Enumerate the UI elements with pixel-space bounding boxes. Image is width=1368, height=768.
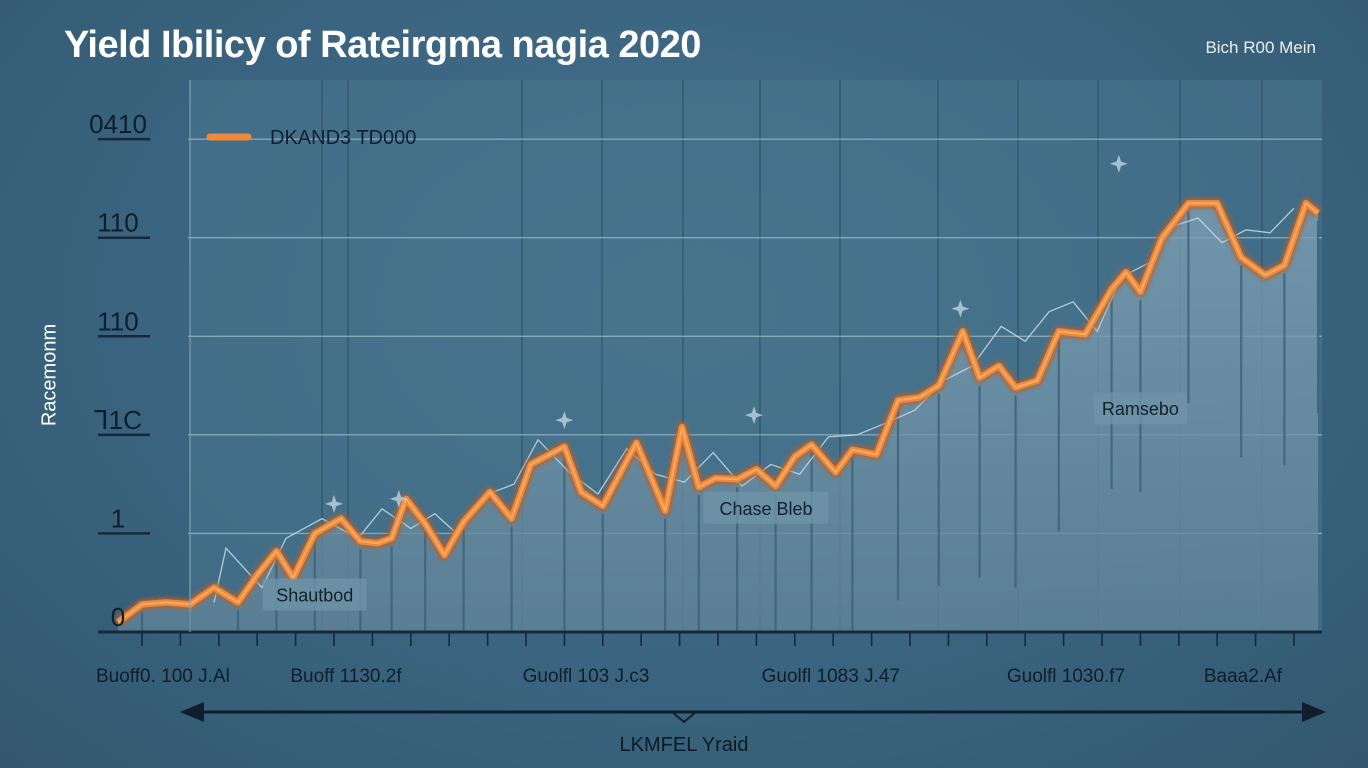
- sparkle-marker: [325, 494, 343, 513]
- chart-title: Yield Ibilicy of Rateirgma nagia 2020: [64, 24, 701, 66]
- series-line-highlight: [117, 202, 1319, 623]
- y-tick-label: 0: [111, 602, 125, 632]
- x-tick-label: Buoff 1130.2f: [290, 666, 402, 687]
- y-tick-label: 110: [97, 208, 138, 238]
- sparkle-marker: [951, 299, 970, 318]
- annotation-label: Chase Bleb: [719, 499, 812, 519]
- annotation: Ramsebo: [1093, 392, 1188, 425]
- annotation-box: [262, 578, 367, 611]
- y-tick-label: 110: [97, 306, 138, 336]
- x-tick-label: Baaa2.Af: [1204, 666, 1283, 687]
- y-tick-label: 0410: [89, 109, 147, 139]
- annotation-label: Shautbod: [276, 586, 353, 606]
- corner-label: Bich R00 Mein: [1205, 38, 1316, 57]
- sparkle-marker: [1109, 154, 1128, 173]
- y-axis-label: Racemonm: [38, 323, 61, 427]
- y-tick-label: 1: [111, 503, 125, 533]
- sparkle-marker: [555, 411, 574, 430]
- x-axis-label: LKMFEL Yraid: [619, 734, 749, 756]
- sparkle-marker: [745, 406, 763, 425]
- center-notch-icon: [671, 711, 697, 724]
- y-tick-label: Ꞁ1C: [94, 405, 142, 435]
- arrow-left-icon: [180, 702, 204, 722]
- annotation: Chase Bleb: [703, 491, 829, 524]
- sparkle-marker: [389, 489, 408, 508]
- x-tick-label: Guolfl 1083 J.47: [762, 666, 900, 687]
- x-tick-label: Guolfl 103 J.c3: [523, 666, 650, 687]
- y-axis-label-wrap: Racemonm: [20, 300, 80, 450]
- annotation-box: [1093, 392, 1188, 425]
- annotation-label: Ramsebo: [1102, 399, 1179, 419]
- legend-label: DKAND3 TD000: [270, 127, 416, 149]
- x-tick-label: Guolfl 1030.f7: [1007, 666, 1125, 687]
- annotation: Shautbod: [262, 578, 367, 611]
- annotation-box: [703, 491, 829, 524]
- x-tick-label: Buoff0. 100 J.Al: [96, 666, 230, 687]
- arrow-right-icon: [1302, 702, 1326, 722]
